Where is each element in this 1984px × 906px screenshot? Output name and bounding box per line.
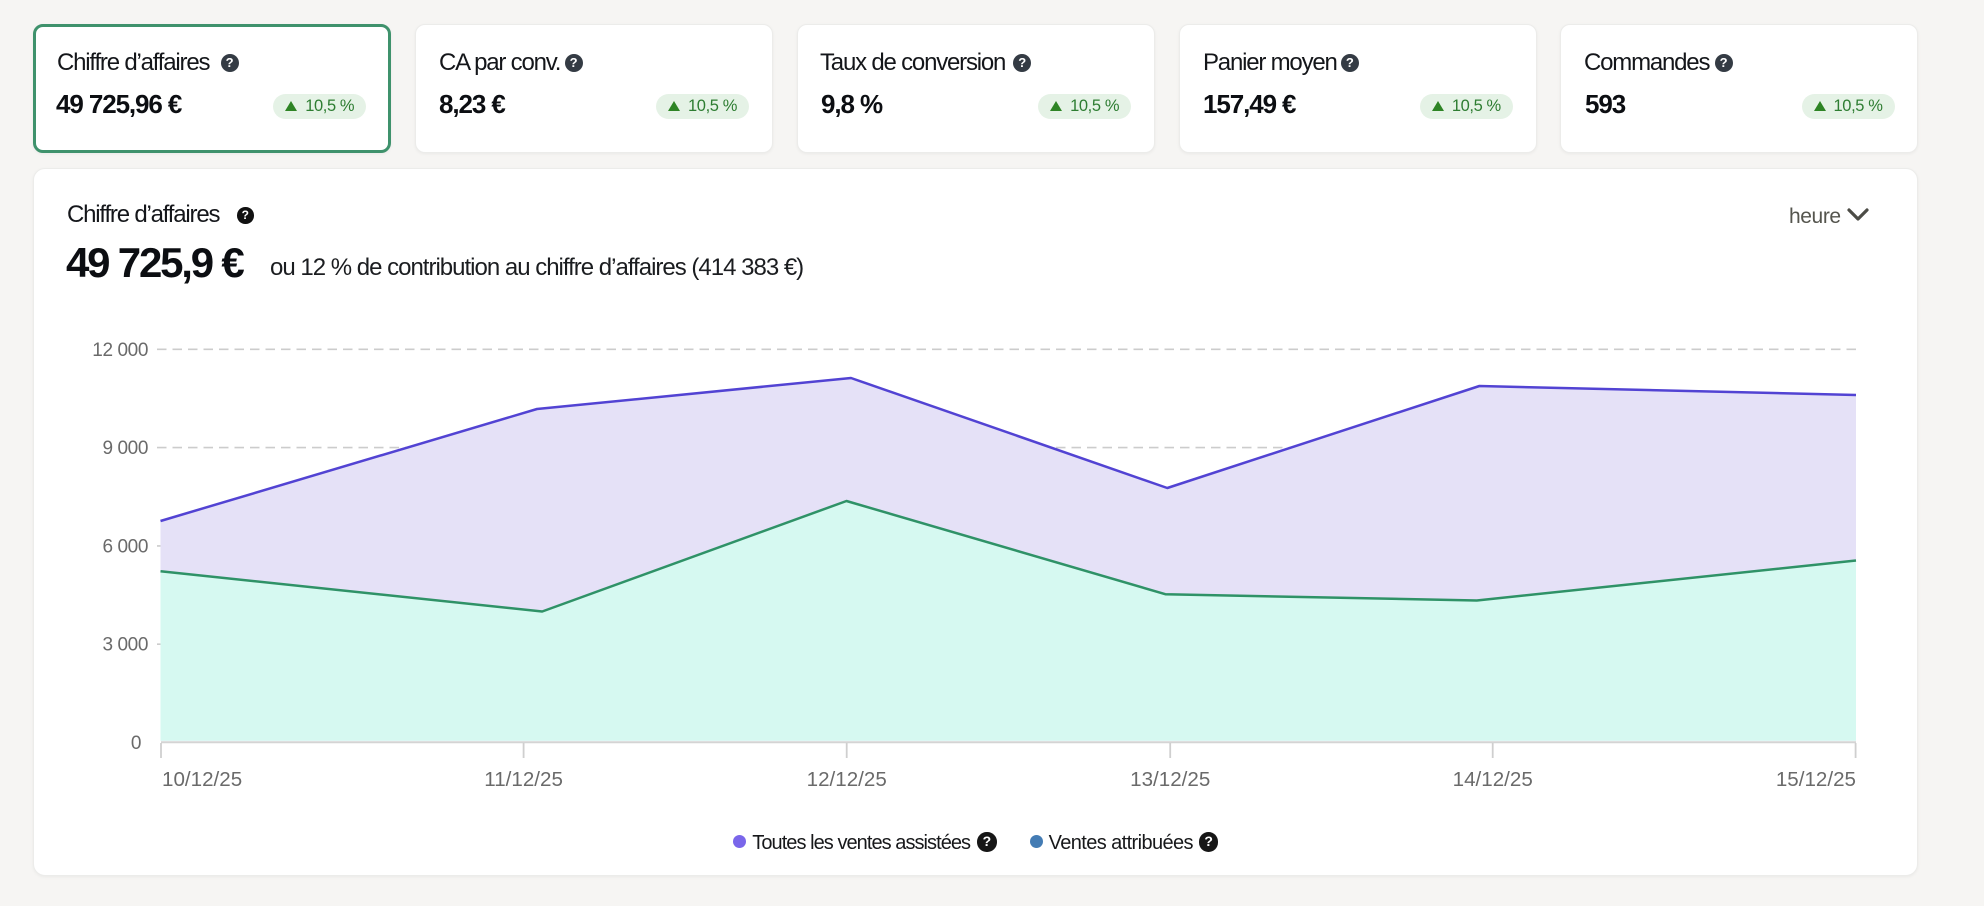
svg-text:0: 0 xyxy=(131,733,141,754)
svg-text:13/12/25: 13/12/25 xyxy=(1130,768,1210,791)
svg-text:15/12/25: 15/12/25 xyxy=(1776,768,1856,791)
svg-text:14/12/25: 14/12/25 xyxy=(1453,768,1533,791)
svg-text:6 000: 6 000 xyxy=(102,536,148,557)
svg-text:12/12/25: 12/12/25 xyxy=(807,768,887,791)
svg-text:9 000: 9 000 xyxy=(102,438,148,459)
svg-text:10/12/25: 10/12/25 xyxy=(162,768,242,791)
svg-text:3 000: 3 000 xyxy=(102,635,148,656)
svg-text:12 000: 12 000 xyxy=(92,340,148,361)
svg-text:11/12/25: 11/12/25 xyxy=(484,768,563,791)
